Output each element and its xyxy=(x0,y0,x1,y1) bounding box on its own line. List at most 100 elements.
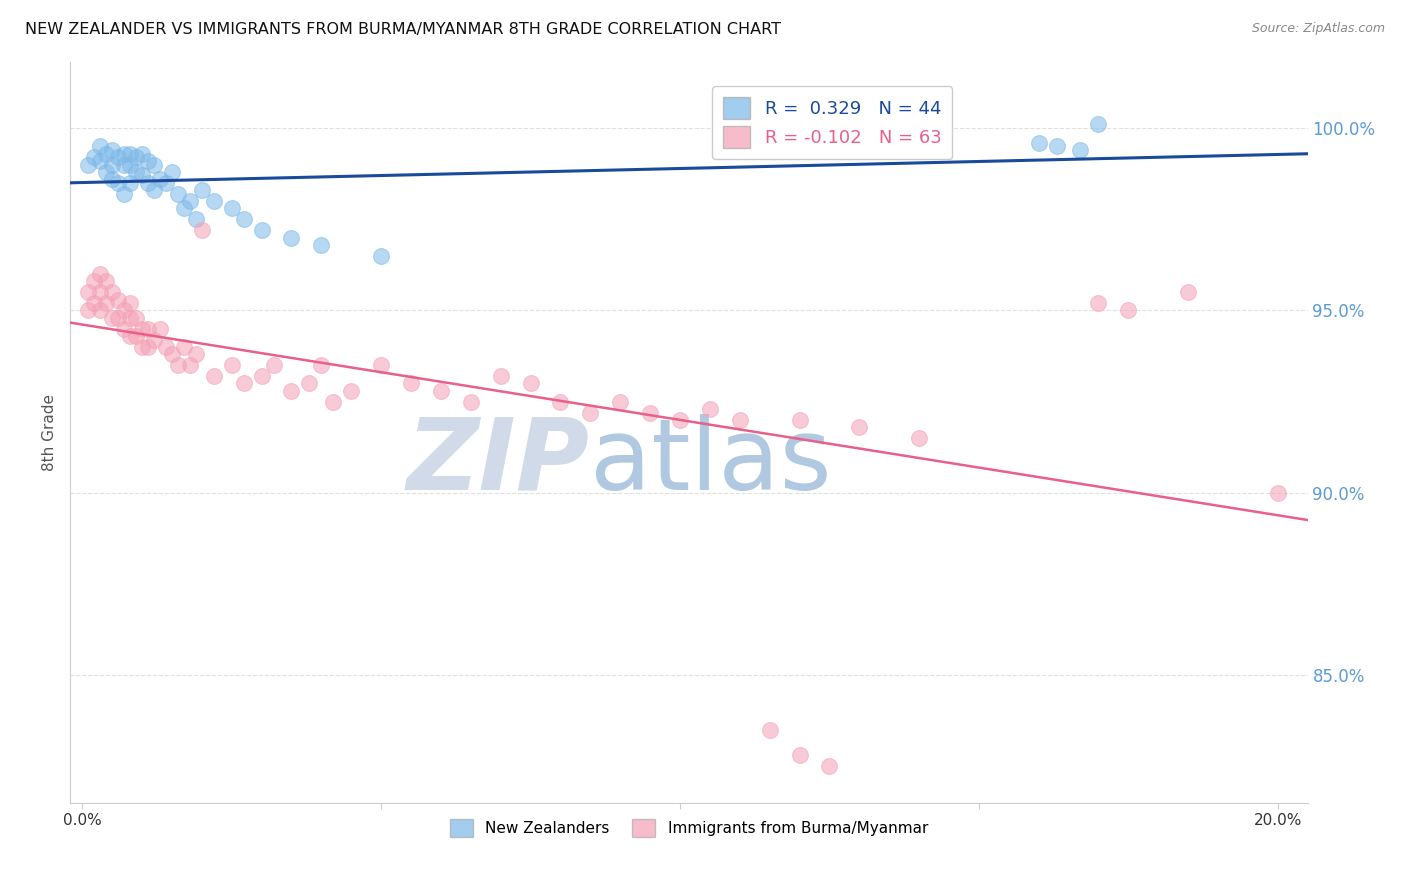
Point xyxy=(112,186,135,201)
Point xyxy=(101,310,124,325)
Point xyxy=(136,340,159,354)
Point xyxy=(120,296,142,310)
Point xyxy=(125,150,148,164)
Point xyxy=(699,401,721,416)
Point xyxy=(191,223,214,237)
Point xyxy=(155,340,177,354)
Point xyxy=(221,358,243,372)
Point xyxy=(112,303,135,318)
Point xyxy=(1087,118,1109,132)
Point xyxy=(460,394,482,409)
Point xyxy=(370,358,392,372)
Point xyxy=(89,153,111,168)
Point xyxy=(789,413,811,427)
Y-axis label: 8th Grade: 8th Grade xyxy=(42,394,58,471)
Point xyxy=(184,212,207,227)
Point xyxy=(609,394,631,409)
Point xyxy=(1045,139,1067,153)
Point xyxy=(96,165,118,179)
Point xyxy=(1116,303,1139,318)
Point xyxy=(311,358,333,372)
Point xyxy=(89,285,111,300)
Point xyxy=(298,376,321,391)
Point xyxy=(89,303,111,318)
Point xyxy=(107,150,129,164)
Point xyxy=(155,176,177,190)
Point xyxy=(669,413,692,427)
Point xyxy=(1028,136,1050,150)
Point xyxy=(250,223,273,237)
Point xyxy=(143,157,166,171)
Point xyxy=(96,296,118,310)
Point xyxy=(430,384,453,398)
Point xyxy=(136,321,159,335)
Point xyxy=(370,249,392,263)
Point xyxy=(908,431,931,445)
Point xyxy=(728,413,751,427)
Point xyxy=(89,139,111,153)
Point xyxy=(112,321,135,335)
Text: Source: ZipAtlas.com: Source: ZipAtlas.com xyxy=(1251,22,1385,36)
Point xyxy=(167,186,190,201)
Point xyxy=(107,176,129,190)
Point xyxy=(120,176,142,190)
Point xyxy=(136,153,159,168)
Point xyxy=(250,369,273,384)
Text: atlas: atlas xyxy=(591,414,831,511)
Point xyxy=(107,293,129,307)
Point xyxy=(96,146,118,161)
Point xyxy=(184,347,207,361)
Point xyxy=(77,285,100,300)
Point xyxy=(399,376,422,391)
Point xyxy=(191,183,214,197)
Point xyxy=(202,369,225,384)
Point xyxy=(96,274,118,288)
Point xyxy=(125,329,148,343)
Point xyxy=(1087,296,1109,310)
Point xyxy=(120,157,142,171)
Point xyxy=(280,384,302,398)
Legend: New Zealanders, Immigrants from Burma/Myanmar: New Zealanders, Immigrants from Burma/My… xyxy=(444,813,934,843)
Point xyxy=(83,296,105,310)
Point xyxy=(101,143,124,157)
Point xyxy=(179,194,201,208)
Point xyxy=(131,146,153,161)
Point xyxy=(131,169,153,183)
Point xyxy=(136,176,159,190)
Point xyxy=(160,347,183,361)
Point xyxy=(101,172,124,186)
Point xyxy=(322,394,344,409)
Point xyxy=(758,723,780,737)
Point xyxy=(221,202,243,216)
Point xyxy=(125,165,148,179)
Point xyxy=(550,394,572,409)
Point xyxy=(519,376,541,391)
Point xyxy=(579,406,602,420)
Point xyxy=(149,172,172,186)
Point xyxy=(149,321,172,335)
Point xyxy=(120,329,142,343)
Point xyxy=(280,230,302,244)
Point xyxy=(789,748,811,763)
Point xyxy=(112,146,135,161)
Point xyxy=(160,165,183,179)
Point xyxy=(638,406,661,420)
Point xyxy=(818,759,841,773)
Point xyxy=(232,376,254,391)
Point xyxy=(1069,143,1091,157)
Point xyxy=(167,358,190,372)
Point xyxy=(125,310,148,325)
Point xyxy=(848,420,870,434)
Point xyxy=(311,237,333,252)
Point xyxy=(112,157,135,171)
Text: NEW ZEALANDER VS IMMIGRANTS FROM BURMA/MYANMAR 8TH GRADE CORRELATION CHART: NEW ZEALANDER VS IMMIGRANTS FROM BURMA/M… xyxy=(25,22,782,37)
Point xyxy=(179,358,201,372)
Point xyxy=(1177,285,1199,300)
Point xyxy=(83,274,105,288)
Point xyxy=(1267,485,1289,500)
Point xyxy=(77,157,100,171)
Point xyxy=(173,202,195,216)
Point xyxy=(120,310,142,325)
Point xyxy=(83,150,105,164)
Point xyxy=(143,183,166,197)
